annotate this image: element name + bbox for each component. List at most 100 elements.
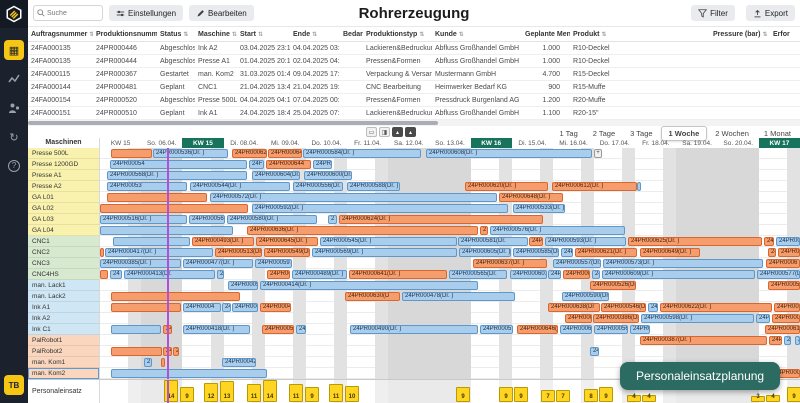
day-label[interactable]: Sa. 19.04.	[682, 139, 712, 147]
refresh-icon[interactable]: ↻	[9, 131, 19, 144]
column-header[interactable]: Kunde ⇅	[435, 30, 464, 38]
gantt-bar[interactable]: 24	[768, 248, 776, 257]
machine-row-label[interactable]: CNC4HS	[28, 269, 99, 280]
table-row[interactable]: 24FA000154 24PR000520 AbgeschlossenPresse …	[28, 94, 800, 107]
gantt-bar[interactable]: 24PR0	[313, 160, 332, 169]
gantt-bar[interactable]: 24PR000621(Dr. )	[575, 248, 637, 257]
gantt-bar[interactable]: 24PR000577(Dr	[757, 270, 800, 279]
zoom-option[interactable]: 2 Tage	[592, 129, 616, 138]
machine-row-label[interactable]: Presse A1	[28, 170, 99, 181]
search-input[interactable]	[33, 5, 103, 21]
gantt-bar[interactable]: 24PR000636(Dr. )	[247, 226, 478, 235]
gantt-bar[interactable]: 24PR000413(Dr.	[124, 270, 215, 279]
staff-bar[interactable]: 9	[499, 387, 513, 402]
column-header[interactable]: Pressure (bar) ⇅	[713, 30, 768, 38]
gantt-bar[interactable]: 24PR000637(Dr. )	[473, 259, 547, 268]
gantt-bar[interactable]: +	[594, 149, 602, 158]
app-logo-icon[interactable]	[0, 0, 28, 28]
gantt-bar[interactable]: 24PR000576(Dr. )	[490, 226, 625, 235]
gantt-bar[interactable]	[107, 193, 207, 202]
zoom-option[interactable]: 1 Tag	[559, 129, 578, 138]
gantt-bar[interactable]: 24PR000645(Dr. )	[256, 237, 318, 246]
day-label[interactable]: So. 20.04.	[723, 139, 754, 147]
gantt-bar[interactable]: 24PR000598(Dr. )	[641, 314, 754, 323]
gantt-bar[interactable]: 24PR0005	[768, 281, 800, 290]
gantt-bar[interactable]: 24F	[764, 237, 774, 246]
sort-icon[interactable]: ⇅	[257, 31, 263, 38]
machine-row-label[interactable]: CNC3	[28, 258, 99, 269]
gantt-bar[interactable]: 24PR000584(Dr. )	[303, 149, 421, 158]
gantt-bar[interactable]: 24PR000478(Dr. )	[402, 292, 515, 301]
gantt-bar[interactable]: 24PR000566	[594, 325, 628, 334]
staff-bar[interactable]: 11	[247, 384, 261, 402]
column-header[interactable]: Start ⇅	[240, 30, 263, 38]
gantt-bar[interactable]: 24PR	[529, 237, 543, 246]
gantt-bar[interactable]: 24PR000516(Dr. )	[100, 215, 187, 224]
machine-row-label[interactable]: Presse A2	[28, 181, 99, 192]
week-badge[interactable]: KW 16	[470, 138, 512, 148]
split-view-icon[interactable]: ◨	[379, 127, 390, 137]
column-header[interactable]: Produktionstyp ⇅	[366, 30, 425, 38]
sort-icon[interactable]: ⇅	[183, 31, 189, 38]
gantt-bar[interactable]: 24PR000417(Dr. )	[105, 248, 213, 257]
staff-bar[interactable]: 14	[263, 380, 277, 402]
gantt-bar[interactable]: 24PR000644	[266, 160, 311, 169]
zoom-option[interactable]: 1 Monat	[763, 129, 791, 138]
staff-bar[interactable]: 7	[556, 390, 570, 402]
gantt-bar[interactable]: 24PR00042	[222, 358, 256, 367]
settings-button[interactable]: Einstellungen	[109, 5, 184, 21]
filter-button[interactable]: Filter	[691, 5, 735, 21]
day-label[interactable]: Do. 10.04.	[311, 139, 342, 147]
gantt-bar[interactable]: 24	[110, 270, 122, 279]
staff-bar[interactable]: 7	[541, 390, 555, 402]
gantt-bar[interactable]: 24PR000572(Dr. )	[210, 193, 497, 202]
gantt-bar[interactable]: 24PR000386(Dr. )	[593, 314, 639, 323]
table-row[interactable]: 24FA000115 24PR000367 Gestartet man. Kom2 31…	[28, 68, 800, 81]
gantt-bar[interactable]: 24PR0005	[228, 281, 258, 290]
gantt-bar[interactable]: 24PR000526(Dr	[590, 281, 636, 290]
gantt-bar[interactable]: 24PR000514	[262, 325, 294, 334]
day-label[interactable]: Di. 08.04.	[230, 139, 259, 147]
gantt-bar[interactable]	[637, 182, 641, 191]
machine-row-label[interactable]: Ink C1	[28, 324, 99, 335]
machine-row-label[interactable]: man. Kom2	[28, 368, 99, 379]
day-label[interactable]: KW 15	[110, 139, 131, 147]
gantt-bar[interactable]: 24PR000546(Dr.	[601, 303, 646, 312]
gantt-bar[interactable]	[111, 292, 240, 301]
gantt-bar[interactable]: 24PR000625(Dr. )	[628, 237, 762, 246]
machine-row-label[interactable]: GA L03	[28, 214, 99, 225]
machine-row-label[interactable]: CNC1	[28, 236, 99, 247]
gantt-bar[interactable]: 24PR000570	[480, 325, 513, 334]
gantt-bar[interactable]: 24PR000569(Dr. )	[312, 248, 457, 257]
export-image-icon[interactable]: ▴	[405, 127, 416, 137]
staff-bar[interactable]: 4	[642, 394, 656, 402]
column-header[interactable]: Bedarf⇅	[343, 30, 363, 38]
gantt-bar[interactable]: 24PR000609(Dr. )	[602, 270, 755, 279]
column-header[interactable]: Produkt ⇅	[573, 30, 607, 38]
gantt-bar[interactable]: 2	[480, 226, 488, 235]
machine-row-label[interactable]: Presse 1200GD	[28, 159, 99, 170]
staff-bar[interactable]: 4	[627, 394, 641, 402]
gantt-bar[interactable]	[111, 149, 152, 158]
gantt-bar[interactable]: 24	[648, 303, 658, 312]
column-header[interactable]: Produktionsnummer⇅	[96, 30, 157, 38]
gantt-bar[interactable]: 24P	[592, 270, 600, 279]
gantt-bar[interactable]	[100, 270, 108, 279]
machine-row-label[interactable]: man. Lack1	[28, 280, 99, 291]
gantt-bar[interactable]: 24PR000573(Dr. )	[603, 259, 763, 268]
column-header[interactable]: Auftragsnummer ⇅	[31, 30, 93, 38]
machine-row-label[interactable]: PalRobot2	[28, 346, 99, 357]
gantt-bar[interactable]: 24PR000620(Dr. )	[465, 182, 548, 191]
gantt-bar[interactable]: 24PR00	[774, 303, 800, 312]
gantt-bar[interactable]: 24PR000588(Dr. )	[347, 182, 400, 191]
gantt-bar[interactable]: 24PR000414(Dr. )	[260, 281, 478, 290]
gantt-bar[interactable]: 24F	[249, 160, 264, 169]
gantt-bar[interactable]	[100, 204, 248, 213]
gantt-bar[interactable]: 24PR000566(	[189, 215, 225, 224]
gantt-bar[interactable]: 24PR000638(Dr	[548, 303, 600, 312]
staff-bar[interactable]: 9	[180, 387, 194, 402]
column-header[interactable]: Maschine ⇅	[198, 30, 237, 38]
day-label[interactable]: Mi. 09.04.	[271, 139, 300, 147]
day-label[interactable]: Mi. 16.04.	[559, 139, 588, 147]
day-label[interactable]: Do. 17.04.	[599, 139, 630, 147]
